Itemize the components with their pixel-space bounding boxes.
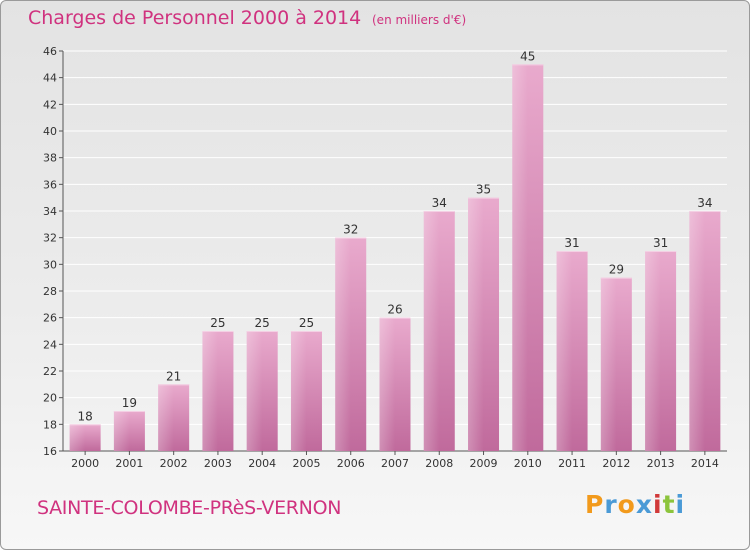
y-tick-label: 42 [43, 98, 57, 111]
x-tick-label: 2004 [248, 457, 276, 470]
x-tick-label: 2009 [470, 457, 498, 470]
data-label: 29 [609, 263, 624, 277]
data-label: 32 [343, 223, 358, 237]
data-label: 31 [653, 236, 668, 250]
x-tick-label: 2006 [337, 457, 365, 470]
x-tick-label: 2001 [115, 457, 143, 470]
bar-highlight [468, 197, 484, 451]
logo-letter: i [675, 490, 686, 519]
y-tick-label: 24 [43, 338, 57, 351]
logo-letter: r [604, 490, 618, 519]
x-tick-label: 2010 [514, 457, 542, 470]
bar-highlight [600, 277, 617, 451]
data-label: 34 [697, 196, 712, 210]
y-tick-label: 18 [43, 418, 57, 431]
data-label: 26 [387, 303, 402, 317]
logo-letter: P [585, 490, 605, 519]
commune-name: SAINTE-COLOMBE-PRèS-VERNON [37, 497, 342, 519]
bar-highlight [556, 251, 573, 451]
bar-highlight [113, 411, 130, 451]
x-tick-label: 2014 [691, 457, 719, 470]
y-tick-label: 22 [43, 365, 57, 378]
chart-title: Charges de Personnel 2000 à 2014 [28, 7, 362, 29]
y-tick-label: 44 [43, 72, 57, 85]
y-tick-label: 32 [43, 232, 57, 245]
logo-letter: t [662, 490, 676, 519]
bar-highlight [335, 237, 351, 451]
bar-highlight [379, 317, 395, 451]
data-label: 25 [299, 316, 314, 330]
logo-letter: o [617, 490, 636, 519]
bar-highlight [689, 211, 705, 451]
bar-highlight [512, 64, 528, 452]
bar-highlight [290, 331, 307, 451]
data-label: 21 [166, 369, 181, 383]
bar-highlight [69, 424, 86, 451]
y-tick-label: 34 [43, 205, 57, 218]
x-tick-label: 2013 [647, 457, 675, 470]
bar-highlight [423, 211, 440, 451]
chart-unit: (en milliers d'€) [372, 13, 467, 27]
data-label: 31 [564, 236, 579, 250]
y-tick-label: 38 [43, 152, 57, 165]
x-tick-label: 2011 [558, 457, 586, 470]
data-label: 25 [255, 316, 270, 330]
logo-letter: x [635, 490, 653, 519]
bars [69, 64, 721, 452]
data-label: 34 [432, 196, 447, 210]
y-tick-label: 16 [43, 445, 57, 458]
x-tick-label: 2008 [425, 457, 453, 470]
x-tick-label: 2000 [71, 457, 99, 470]
bar-highlight [202, 331, 218, 451]
logo-letter: i [653, 490, 663, 519]
data-label: 18 [77, 409, 92, 423]
bar-highlight [158, 384, 174, 451]
proxiti-logo: Proxiti [585, 490, 685, 519]
data-label: 19 [122, 396, 137, 410]
y-tick-label: 36 [43, 178, 57, 191]
y-tick-label: 28 [43, 285, 57, 298]
x-tick-label: 2002 [160, 457, 188, 470]
x-tick-label: 2005 [292, 457, 320, 470]
x-tick-label: 2007 [381, 457, 409, 470]
bar-highlight [645, 251, 661, 451]
y-tick-label: 30 [43, 258, 57, 271]
bar-highlight [246, 331, 263, 451]
x-tick-label: 2003 [204, 457, 232, 470]
y-tick-label: 46 [43, 45, 57, 58]
y-tick-label: 40 [43, 125, 57, 138]
y-tick-label: 20 [43, 392, 57, 405]
data-label: 45 [520, 49, 535, 63]
y-tick-label: 26 [43, 312, 57, 325]
data-label: 35 [476, 183, 491, 197]
labels: 16 18 20 22 24 26 28 30 32 34 36 38 40 42 44 46 18 2000 19… [43, 45, 719, 470]
data-label: 25 [210, 316, 225, 330]
x-tick-label: 2012 [602, 457, 630, 470]
